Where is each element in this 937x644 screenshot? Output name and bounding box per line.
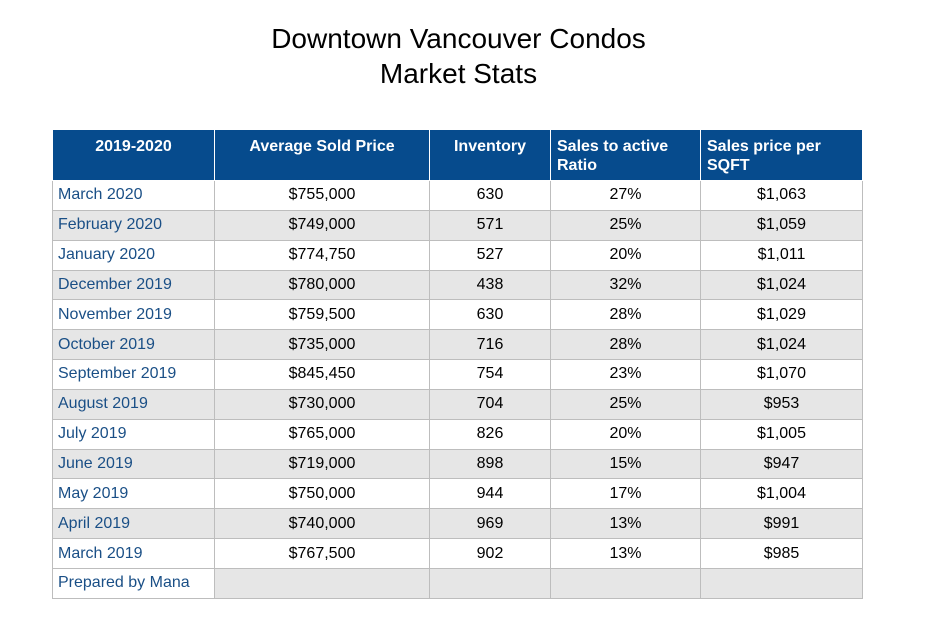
row-label-cell: August 2019 — [52, 388, 215, 420]
table-cell: 20% — [550, 239, 701, 271]
table-cell: 20% — [550, 418, 701, 450]
column-header: Sales price per SQFT — [700, 129, 863, 181]
table-cell: $1,011 — [700, 239, 863, 271]
table-cell: $755,000 — [214, 180, 430, 211]
table-row: July 2019 $765,000 826 20% $1,005 — [52, 418, 863, 450]
market-stats-table: 2019-2020 Average Sold Price Inventory S… — [52, 129, 863, 599]
row-label-cell: May 2019 — [52, 478, 215, 510]
table-cell: 28% — [550, 299, 701, 331]
table-cell: $735,000 — [214, 329, 430, 361]
table-row: October 2019 $735,000 716 28% $1,024 — [52, 329, 863, 361]
table-cell: $1,059 — [700, 209, 863, 241]
table-cell: 571 — [429, 209, 551, 241]
row-label-cell: March 2019 — [52, 538, 215, 569]
table-header-row: 2019-2020 Average Sold Price Inventory S… — [52, 129, 863, 181]
table-row: August 2019 $730,000 704 25% $953 — [52, 388, 863, 420]
chart-title-line2: Market Stats — [379, 58, 538, 89]
table-row: March 2019 $767,500 902 13% $985 — [52, 538, 863, 569]
table-cell: 25% — [550, 209, 701, 241]
table-cell: $1,024 — [700, 329, 863, 361]
footer-cell — [550, 567, 701, 599]
table-cell: 826 — [429, 418, 551, 450]
row-label-cell: November 2019 — [52, 299, 215, 331]
table-cell: $1,004 — [700, 478, 863, 510]
table-cell: $759,500 — [214, 299, 430, 331]
table-cell: $780,000 — [214, 269, 430, 301]
table-row: May 2019 $750,000 944 17% $1,004 — [52, 478, 863, 510]
table-cell: $767,500 — [214, 538, 430, 569]
table-cell: 630 — [429, 180, 551, 211]
table-row: March 2020 $755,000 630 27% $1,063 — [52, 180, 863, 211]
table-body: March 2020 $755,000 630 27% $1,063 February 2… — [52, 180, 863, 599]
table-cell: 23% — [550, 359, 701, 390]
row-label-cell: July 2019 — [52, 418, 215, 450]
table-cell: $845,450 — [214, 359, 430, 390]
table-cell: 969 — [429, 508, 551, 540]
row-label-cell: January 2020 — [52, 239, 215, 271]
table-cell: $991 — [700, 508, 863, 540]
footer-cell — [700, 567, 863, 599]
table-row: February 2020 $749,000 571 25% $1,059 — [52, 209, 863, 241]
table-cell: 704 — [429, 388, 551, 420]
table-cell: 28% — [550, 329, 701, 361]
table-cell: $750,000 — [214, 478, 430, 510]
row-label-cell: February 2020 — [52, 209, 215, 241]
footer-cell — [429, 567, 551, 599]
table-cell: $1,070 — [700, 359, 863, 390]
table-row: January 2020 $774,750 527 20% $1,011 — [52, 239, 863, 271]
table-cell: 438 — [429, 269, 551, 301]
table-cell: $719,000 — [214, 448, 430, 480]
table-cell: 754 — [429, 359, 551, 390]
column-header: Average Sold Price — [214, 129, 430, 181]
table-cell: 15% — [550, 448, 701, 480]
table-cell: 13% — [550, 508, 701, 540]
table-cell: 27% — [550, 180, 701, 211]
table-cell: 17% — [550, 478, 701, 510]
table-cell: $1,063 — [700, 180, 863, 211]
column-header: Sales to active Ratio — [550, 129, 701, 181]
table-cell: 716 — [429, 329, 551, 361]
table-cell: $774,750 — [214, 239, 430, 271]
table-cell: $1,029 — [700, 299, 863, 331]
column-header: Inventory — [429, 129, 551, 181]
chart-title-line1: Downtown Vancouver Condos — [271, 23, 646, 54]
table-cell: 898 — [429, 448, 551, 480]
table-cell: $1,024 — [700, 269, 863, 301]
table-row: June 2019 $719,000 898 15% $947 — [52, 448, 863, 480]
footer-cell — [214, 567, 430, 599]
column-header: 2019-2020 — [52, 129, 215, 181]
table-cell: 630 — [429, 299, 551, 331]
table-row: December 2019 $780,000 438 32% $1,024 — [52, 269, 863, 301]
row-label-cell: April 2019 — [52, 508, 215, 540]
table-cell: $765,000 — [214, 418, 430, 450]
row-label-cell: June 2019 — [52, 448, 215, 480]
row-label-cell: September 2019 — [52, 359, 215, 390]
table-cell: 32% — [550, 269, 701, 301]
prepared-by-label: Prepared by Mana — [52, 567, 215, 599]
table-cell: $749,000 — [214, 209, 430, 241]
table-cell: $730,000 — [214, 388, 430, 420]
table-cell: $1,005 — [700, 418, 863, 450]
table-cell: $985 — [700, 538, 863, 569]
table-row: November 2019 $759,500 630 28% $1,029 — [52, 299, 863, 331]
table-row: April 2019 $740,000 969 13% $991 — [52, 508, 863, 540]
table-cell: $947 — [700, 448, 863, 480]
table-cell: 13% — [550, 538, 701, 569]
table-cell: 25% — [550, 388, 701, 420]
row-label-cell: December 2019 — [52, 269, 215, 301]
row-label-cell: March 2020 — [52, 180, 215, 211]
table-footer-row: Prepared by Mana — [52, 567, 863, 599]
table-row: September 2019 $845,450 754 23% $1,070 — [52, 359, 863, 390]
table-cell: $740,000 — [214, 508, 430, 540]
table-cell: 902 — [429, 538, 551, 569]
table-cell: 944 — [429, 478, 551, 510]
table-cell: $953 — [700, 388, 863, 420]
row-label-cell: October 2019 — [52, 329, 215, 361]
table-cell: 527 — [429, 239, 551, 271]
